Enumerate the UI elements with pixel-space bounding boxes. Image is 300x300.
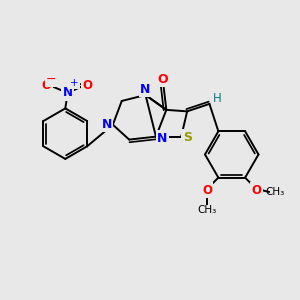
Text: O: O: [158, 73, 168, 86]
Text: N: N: [63, 86, 73, 99]
Text: N: N: [157, 132, 168, 145]
Text: CH₃: CH₃: [197, 205, 217, 215]
Text: O: O: [158, 73, 168, 86]
Text: N: N: [102, 118, 112, 130]
Text: O: O: [42, 79, 52, 92]
Text: N: N: [140, 82, 151, 96]
Text: N: N: [157, 132, 168, 145]
Text: −: −: [46, 73, 57, 86]
Text: N: N: [140, 82, 151, 96]
Text: O: O: [202, 184, 212, 196]
Text: CH₃: CH₃: [266, 187, 285, 197]
Text: S: S: [183, 131, 192, 144]
Text: O: O: [251, 184, 261, 196]
Text: O: O: [251, 184, 261, 196]
Text: O: O: [82, 79, 92, 92]
Text: +: +: [70, 78, 79, 88]
Text: O: O: [82, 79, 92, 92]
Text: −: −: [46, 73, 57, 86]
Text: +: +: [70, 78, 79, 88]
Text: H: H: [212, 92, 221, 105]
Text: O: O: [42, 79, 52, 92]
Text: S: S: [183, 131, 192, 144]
Text: H: H: [212, 92, 221, 105]
Text: O: O: [202, 184, 212, 196]
Text: N: N: [102, 118, 112, 130]
Text: N: N: [63, 86, 73, 99]
